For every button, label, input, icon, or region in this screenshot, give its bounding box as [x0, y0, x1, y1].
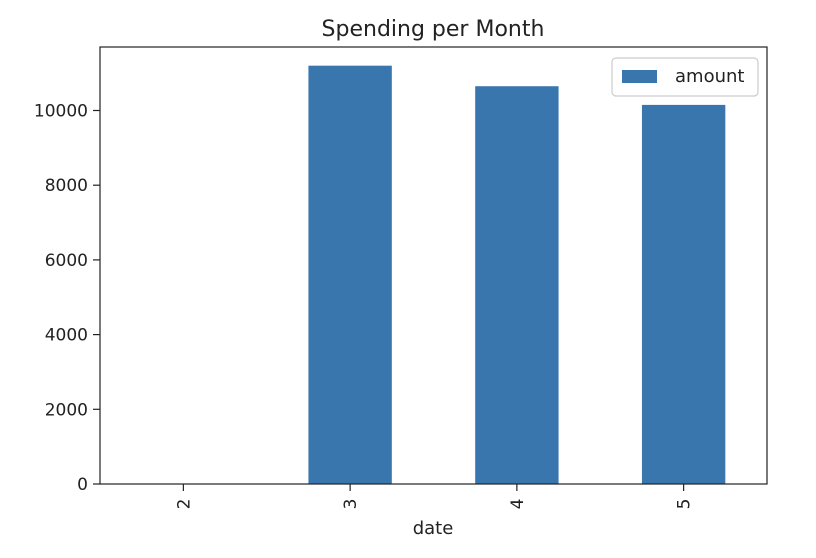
legend-swatch-amount: [622, 70, 657, 83]
y-tick-label: 2000: [45, 400, 88, 420]
legend-label-amount: amount: [675, 66, 744, 87]
legend-frame: [611, 57, 759, 97]
chart-title: Spending per Month: [322, 17, 545, 42]
plot-frame: [99, 46, 768, 485]
x-tick-label: 3: [341, 499, 361, 510]
y-tick-label: 0: [77, 475, 88, 495]
bar-4: [475, 86, 559, 484]
x-tick-label: 2: [174, 499, 194, 510]
x-tick-label: 4: [508, 499, 528, 510]
bar-3: [308, 65, 392, 485]
bars-layer: [308, 65, 726, 485]
y-axis: 0 2000 4000 6000 8000 10000: [34, 101, 100, 495]
y-tick-label: 8000: [45, 176, 88, 196]
y-tick-label: 6000: [45, 251, 88, 271]
legend: amount: [611, 57, 759, 97]
bar-5: [641, 104, 726, 484]
y-tick-label: 4000: [45, 326, 88, 346]
x-axis-label: date: [413, 518, 454, 539]
y-tick-label: 10000: [34, 101, 88, 121]
x-axis: 2 3 4 5: [174, 484, 695, 510]
x-tick-label: 5: [675, 499, 695, 510]
